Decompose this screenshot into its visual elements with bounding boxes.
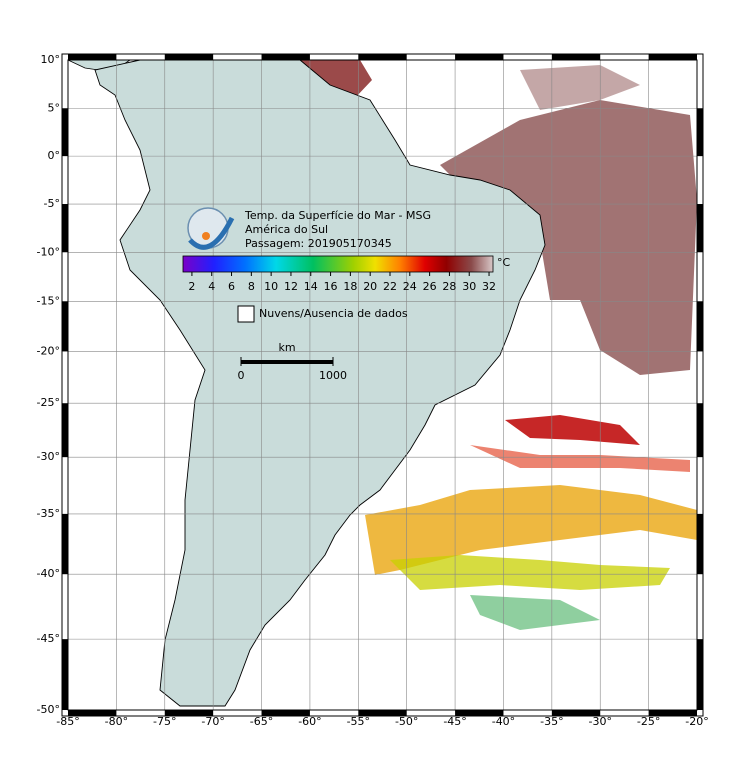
colorbar-tick-label: 24 — [403, 280, 417, 293]
title-line: Temp. da Superfície do Mar - MSG — [244, 209, 431, 222]
logo-dot — [202, 232, 210, 240]
colorbar-tick-label: 2 — [188, 280, 195, 293]
x-tick-label: -25° — [637, 715, 660, 728]
legend-label: Nuvens/Ausencia de dados — [259, 307, 408, 320]
frame-segment — [62, 301, 68, 352]
frame-segment — [62, 108, 68, 157]
sst-patch — [520, 65, 640, 110]
legend-swatch — [237, 305, 255, 323]
y-tick-label: -25° — [37, 396, 60, 409]
sst-patch — [365, 485, 697, 575]
colorbar-tick-label: 26 — [423, 280, 437, 293]
x-tick-label: -50° — [395, 715, 418, 728]
sst-patch — [470, 445, 690, 472]
y-tick-label: -35° — [37, 507, 60, 520]
colorbar-tick-label: 28 — [442, 280, 456, 293]
frame-segment — [62, 513, 68, 575]
colorbar-tick-label: 10 — [264, 280, 278, 293]
map-frame: -85° -80° -75° -70° -65° -60° -55° -50° -45° -40°… — [37, 53, 709, 728]
scale-tick-label: 1000 — [319, 369, 347, 382]
frame-segment — [648, 710, 697, 716]
frame-segment — [62, 639, 68, 710]
frame-segment — [551, 710, 601, 716]
frame-segment — [455, 710, 504, 716]
frame-segment — [697, 639, 703, 710]
frame-segment — [697, 301, 703, 352]
frame-segment — [697, 108, 703, 157]
colorbar-tick-label: 32 — [482, 280, 496, 293]
frame-segment — [164, 710, 214, 716]
colorbar-tick-label: 30 — [462, 280, 476, 293]
x-tick-label: -45° — [443, 715, 466, 728]
y-tick-label: 10° — [41, 53, 61, 66]
frame-segment — [697, 513, 703, 575]
frame-segment — [697, 403, 703, 458]
y-tick-label: -20° — [37, 344, 60, 357]
frame-segment — [648, 54, 697, 60]
y-tick-label: -5° — [44, 197, 60, 210]
x-tick-label: -65° — [250, 715, 273, 728]
sst-patch — [390, 555, 670, 590]
x-tick-label: -60° — [298, 715, 321, 728]
colorbar-unit: °C — [497, 256, 511, 269]
frame-segment — [62, 204, 68, 253]
y-tick-label: -10° — [37, 245, 60, 258]
x-tick-label: -70° — [201, 715, 224, 728]
x-tick-label: -55° — [347, 715, 370, 728]
x-tick-label: -30° — [588, 715, 611, 728]
frame-segment — [62, 403, 68, 458]
title-line: América do Sul — [245, 223, 328, 236]
scale-tick-label: 0 — [238, 369, 245, 382]
x-tick-label: -80° — [105, 715, 128, 728]
logo — [187, 207, 235, 250]
frame-segment — [68, 54, 117, 60]
colorbar-tick-label: 14 — [304, 280, 318, 293]
colorbar-tick-label: 8 — [248, 280, 255, 293]
x-tick-label: -85° — [56, 715, 79, 728]
frame-segment — [697, 204, 703, 253]
y-tick-label: 5° — [48, 101, 61, 114]
colorbar-ramp — [182, 255, 494, 273]
sst-patch — [505, 415, 640, 445]
frame-segment — [358, 710, 407, 716]
frame-segment — [551, 54, 601, 60]
sst-patch — [440, 100, 697, 375]
frame-segment — [455, 54, 504, 60]
colorbar-tick-label: 4 — [208, 280, 215, 293]
colorbar-tick-label: 22 — [383, 280, 397, 293]
x-tick-label: -75° — [153, 715, 176, 728]
x-tick-label: -35° — [540, 715, 563, 728]
frame-segment — [68, 710, 117, 716]
y-tick-label: -30° — [37, 450, 60, 463]
y-tick-label: -45° — [37, 632, 60, 645]
frame-segment — [261, 710, 310, 716]
y-tick-label: -40° — [37, 567, 60, 580]
colorbar: 2 4 6 8 10 12 14 16 18 20 22 24 26 28 30 32 — [182, 255, 496, 293]
frame-segment — [261, 54, 310, 60]
y-tick-label: 0° — [48, 149, 61, 162]
y-tick-label: -50° — [37, 703, 60, 716]
colorbar-tick-label: 18 — [343, 280, 357, 293]
sst-patch — [300, 60, 372, 98]
colorbar-tick-label: 20 — [363, 280, 377, 293]
logo-arc — [188, 216, 235, 250]
x-tick-label: -20° — [685, 715, 708, 728]
title-line: Passagem: 201905170345 — [245, 237, 392, 250]
colorbar-tick-label: 6 — [228, 280, 235, 293]
sst-patches — [300, 60, 697, 630]
scale-unit: km — [278, 341, 295, 354]
scale-bar: km 0 1000 — [238, 341, 348, 382]
frame-segment — [358, 54, 407, 60]
sst-patch — [470, 595, 600, 630]
colorbar-tick-label: 16 — [324, 280, 338, 293]
colorbar-tick-label: 12 — [284, 280, 298, 293]
scale-bar-body — [241, 360, 333, 364]
frame-segment — [164, 54, 214, 60]
y-tick-label: -15° — [37, 294, 60, 307]
x-tick-label: -40° — [492, 715, 515, 728]
